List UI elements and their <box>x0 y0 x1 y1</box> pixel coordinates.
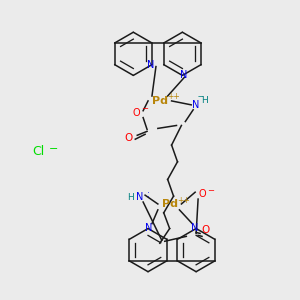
Text: ̅H: ̅H <box>202 96 209 105</box>
Text: −: − <box>49 143 58 154</box>
Text: N: N <box>192 100 200 110</box>
Text: N: N <box>191 223 199 232</box>
Text: O: O <box>132 108 140 118</box>
Text: ++: ++ <box>177 196 190 205</box>
Text: −: − <box>207 186 214 195</box>
Text: H: H <box>127 193 134 202</box>
Text: N: N <box>145 223 153 232</box>
Text: Cl: Cl <box>32 145 44 158</box>
Text: −: − <box>142 104 148 113</box>
Text: ++: ++ <box>167 92 180 101</box>
Text: N: N <box>180 70 187 80</box>
Text: O: O <box>198 189 206 199</box>
Text: O: O <box>124 133 133 143</box>
Text: N: N <box>136 192 144 202</box>
Text: O: O <box>202 226 210 236</box>
Text: N: N <box>147 60 155 70</box>
Text: Pd: Pd <box>152 96 168 106</box>
Text: Pd: Pd <box>162 199 178 209</box>
Text: :: : <box>147 190 149 199</box>
